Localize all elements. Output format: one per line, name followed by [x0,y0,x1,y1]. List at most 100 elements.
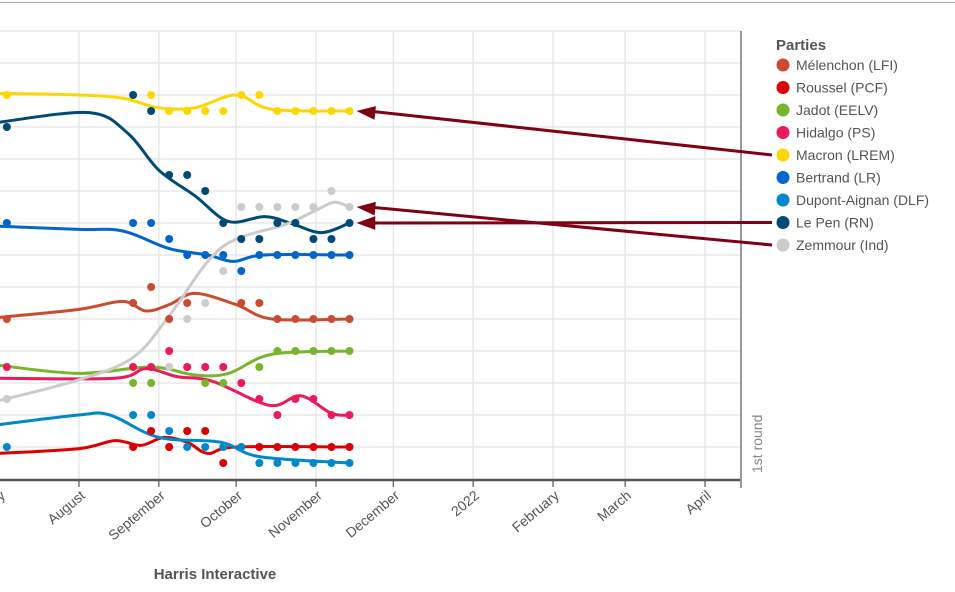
trend-line-macron [0,91,350,113]
poll-point-jadot [129,379,138,387]
poll-point-roussel [309,443,318,451]
poll-point-melenchon [255,299,264,307]
poll-point-zemmour [255,203,264,211]
poll-points [2,91,354,467]
poll-point-zemmour [309,203,318,211]
legend-item-melenchon: Mélenchon (LFI) [776,57,898,73]
poll-point-macron [219,107,228,115]
poll-point-hidalgo [147,363,156,371]
poll-point-jadot [273,347,282,355]
poll-point-dupont-aignan [255,459,264,467]
poll-point-le [345,219,354,227]
annotation-arrow [368,205,773,247]
poll-point-roussel [327,443,336,451]
x-tick-label: September [105,487,168,543]
legend-title: Parties [776,37,826,54]
arrowhead-icon [356,216,376,230]
poll-point-macron [291,107,300,115]
poll-point-zemmour [291,203,300,211]
poll-point-bertrand [201,251,210,259]
x-tick-label: December [342,487,402,541]
poll-point-hidalgo [255,395,264,403]
trend-line-melenchon [0,291,350,322]
trend-line-le [0,110,351,235]
poll-point-macron [201,107,210,115]
legend-swatch-icon [776,148,790,162]
poll-point-melenchon [345,315,354,323]
legend-label: Bertrand (LR) [796,170,881,186]
arrowhead-icon [356,106,376,120]
poll-point-roussel [201,427,210,435]
poll-point-jadot [147,379,156,387]
poll-point-hidalgo [219,363,228,371]
poll-point-zemmour [219,267,228,275]
poll-point-bertrand [147,219,156,227]
legend-item-zemmour: Zemmour (Ind) [776,237,889,253]
poll-point-melenchon [183,299,192,307]
poll-point-hidalgo [165,347,174,355]
poll-point-le [237,235,246,243]
poll-point-melenchon [237,299,246,307]
legend-swatch-icon [776,103,790,117]
poll-point-dupont-aignan [309,459,318,467]
poll-point-hidalgo [237,379,246,387]
poll-point-jadot [219,379,228,387]
poll-point-macron [345,107,354,115]
x-tick-label: February [509,487,562,535]
poll-point-bertrand [273,251,282,259]
poll-point-le [327,235,336,243]
poll-point-zemmour [273,203,282,211]
x-tick-label: March [594,487,634,524]
legend-label: Roussel (PCF) [796,80,888,96]
poll-point-dupont-aignan [237,443,246,451]
legend-item-bertrand: Bertrand (LR) [776,170,881,186]
poll-point-zemmour [345,203,354,211]
poll-point-hidalgo [2,363,11,371]
poll-point-jadot [345,347,354,355]
poll-point-hidalgo [345,411,354,419]
poll-point-le [273,219,282,227]
poll-point-le [2,123,11,131]
poll-point-zemmour [237,203,246,211]
poll-point-hidalgo [273,411,282,419]
trend-line-dupont-aignan [0,411,350,465]
poll-point-dupont-aignan [327,459,336,467]
poll-point-le [309,235,318,243]
poll-point-macron [183,107,192,115]
poll-point-macron [147,91,156,99]
poll-point-le [183,171,192,179]
poll-point-roussel [345,443,354,451]
legend-label: Jadot (EELV) [796,102,878,118]
poll-point-melenchon [165,315,174,323]
poll-point-jadot [327,347,336,355]
poll-point-macron [327,107,336,115]
poll-point-melenchon [273,315,282,323]
poll-point-hidalgo [129,363,138,371]
poll-point-jadot [201,379,210,387]
top-border [0,2,955,3]
poll-point-dupont-aignan [147,411,156,419]
poll-point-melenchon [147,283,156,291]
poll-point-bertrand [309,251,318,259]
legend-swatch-icon [776,238,790,252]
legend-swatch-icon [776,58,790,72]
annotation-arrows [356,106,773,247]
poll-point-dupont-aignan [273,459,282,467]
x-tick-label: July [0,487,8,515]
poll-point-dupont-aignan [165,427,174,435]
legend-label: Dupont-Aignan (DLF) [796,192,929,208]
poll-point-le [219,219,228,227]
x-axis-title: Harris Interactive [154,566,277,583]
poll-point-hidalgo [201,363,210,371]
x-tick-label: August [44,487,88,527]
legend-label: Zemmour (Ind) [796,237,889,253]
poll-point-macron [273,107,282,115]
poll-point-bertrand [345,251,354,259]
x-tick-label: October [197,487,246,531]
annotation-arrow [368,221,773,225]
legend-label: Mélenchon (LFI) [796,57,898,73]
poll-point-hidalgo [309,395,318,403]
poll-point-dupont-aignan [129,411,138,419]
poll-point-bertrand [255,251,264,259]
poll-point-le [129,91,138,99]
